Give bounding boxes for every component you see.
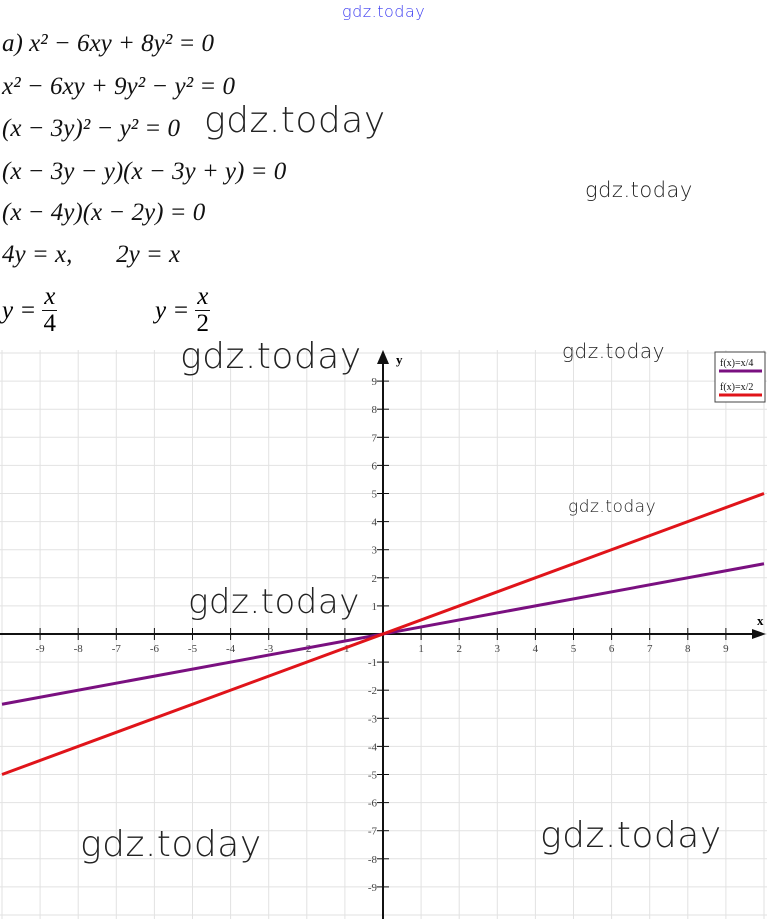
x-tick-label: 3 (495, 643, 501, 655)
x-axis-arrow-icon (752, 629, 766, 639)
numerator: x (195, 283, 211, 311)
x-tick-label: -8 (74, 643, 84, 655)
x-tick-label: -7 (112, 643, 122, 655)
y-tick-label: -4 (368, 741, 378, 753)
y-axis-label: y (396, 352, 403, 367)
y-tick-label: 5 (372, 489, 378, 501)
x-tick-label: 1 (418, 643, 424, 655)
denominator: 2 (196, 310, 210, 337)
y-tick-label: 2 (372, 573, 378, 585)
denominator: 4 (43, 310, 57, 337)
fraction-lhs: y = (2, 296, 37, 324)
y-tick-label: 8 (372, 404, 378, 416)
watermark: gdz.today (180, 336, 362, 377)
legend-label: f(x)=x/2 (720, 382, 753, 393)
x-axis-label: x (757, 613, 764, 628)
x-tick-label: 6 (609, 643, 615, 655)
equation-line-1: a) x² − 6xy + 8y² = 0 (2, 30, 215, 57)
equation-line-5: (x − 4y)(x − 2y) = 0 (2, 199, 206, 226)
watermark: gdz.today (80, 824, 262, 865)
x-tick-label: 9 (723, 643, 729, 655)
y-tick-label: -6 (368, 798, 378, 810)
y-tick-label: -3 (368, 713, 378, 725)
y-tick-label: 7 (372, 432, 378, 444)
x-tick-label: -3 (264, 643, 274, 655)
watermark: gdz.today (204, 100, 386, 141)
x-tick-label: -5 (188, 643, 198, 655)
y-tick-label: -8 (368, 854, 378, 866)
legend-label: f(x)=x/4 (720, 358, 753, 369)
y-tick-label: -2 (368, 685, 377, 697)
y-tick-label: 6 (372, 460, 378, 472)
y-tick-label: 4 (372, 517, 378, 529)
y-tick-label: -1 (368, 657, 377, 669)
y-tick-label: 9 (372, 376, 378, 388)
watermark: gdz.today (568, 497, 657, 517)
watermark: gdz.today (585, 178, 693, 202)
y-tick-label: 1 (372, 601, 378, 613)
x-tick-label: -4 (226, 643, 236, 655)
y-tick-label: 3 (372, 545, 378, 557)
x-tick-label: -6 (150, 643, 160, 655)
y-tick-label: -9 (368, 882, 378, 894)
series-line-2 (1, 492, 765, 776)
numerator: x (42, 283, 58, 311)
y-tick-label: -7 (368, 826, 378, 838)
y-tick-label: -5 (368, 770, 378, 782)
watermark: gdz.today (342, 2, 426, 21)
equation-line-3: (x − 3y)² − y² = 0 (2, 115, 181, 142)
equation-line-4: (x − 3y − y)(x − 3y + y) = 0 (2, 158, 287, 185)
x-tick-label: 7 (647, 643, 653, 655)
x-tick-label: 4 (533, 643, 539, 655)
watermark: gdz.today (562, 339, 665, 363)
x-tick-label: 5 (571, 643, 577, 655)
equation-line-6: 4y = x, 2y = x (2, 241, 181, 268)
y-axis-arrow-icon (377, 350, 389, 364)
x-tick-label: 8 (685, 643, 691, 655)
x-tick-label: -9 (36, 643, 46, 655)
fraction-lhs: y = (155, 296, 190, 324)
watermark: gdz.today (540, 815, 722, 856)
x-tick-label: 2 (456, 643, 462, 655)
equation-line-2: x² − 6xy + 9y² − y² = 0 (2, 73, 235, 100)
watermark: gdz.today (188, 582, 360, 622)
